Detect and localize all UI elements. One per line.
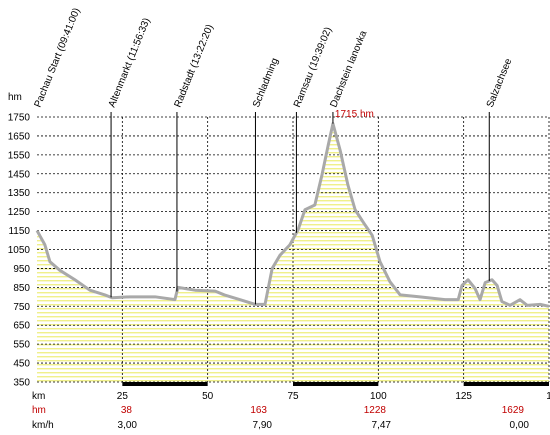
x-tick-label: 100	[370, 391, 387, 402]
peak-label: 1715 hm	[335, 109, 374, 120]
y-tick-label: 850	[13, 283, 30, 294]
climb-label: hm	[32, 405, 46, 416]
y-tick-label: 1550	[8, 150, 31, 161]
waypoint-label: Radstadt (13:22:20)	[173, 23, 216, 109]
x-tick-label: 75	[287, 391, 299, 402]
y-tick-label: 450	[13, 359, 30, 370]
waypoint-label: Dachstein lanovka	[329, 29, 370, 109]
x-tick-label: 1	[546, 391, 550, 402]
x-tick-label: 50	[202, 391, 214, 402]
scale-bar	[293, 382, 379, 386]
waypoint-label: Altenmarkt (11:56:33)	[107, 17, 153, 110]
speed-value: 0,00	[510, 420, 530, 431]
y-unit: hm	[8, 92, 22, 103]
y-tick-label: 350	[13, 378, 30, 389]
y-tick-label: 950	[13, 264, 30, 275]
y-tick-label: 1750	[8, 113, 31, 124]
profile-line	[35, 122, 550, 308]
x-unit: km	[32, 391, 45, 402]
y-tick-label: 1650	[8, 131, 31, 142]
waypoint-label: Salzachsee	[485, 57, 515, 109]
profile-fill	[37, 123, 549, 382]
speed-value: 7,47	[372, 420, 392, 431]
x-tick-label: 125	[455, 391, 472, 402]
climb-value: 163	[250, 405, 267, 416]
y-tick-label: 1350	[8, 188, 31, 199]
climb-value: 38	[121, 405, 133, 416]
waypoint-label: Ramsau (19:39:02)	[292, 26, 334, 109]
waypoint-label: Pachau Start (09:41:00)	[33, 7, 83, 110]
climb-value: 1629	[502, 405, 525, 416]
y-tick-label: 1450	[8, 169, 31, 180]
x-tick-label: 25	[117, 391, 129, 402]
speed-value: 3,00	[118, 420, 138, 431]
y-tick-label: 550	[13, 340, 30, 351]
y-tick-label: 1250	[8, 207, 31, 218]
speed-label: km/h	[32, 420, 54, 431]
y-tick-label: 1150	[8, 226, 30, 237]
waypoint-label: Schladming	[251, 57, 281, 110]
y-tick-label: 1050	[8, 245, 31, 256]
scale-bar	[122, 382, 208, 386]
y-tick-label: 750	[13, 302, 30, 313]
y-tick-label: 650	[13, 321, 30, 332]
speed-value: 7,90	[253, 420, 273, 431]
climb-value: 1228	[364, 405, 387, 416]
scale-bar	[463, 382, 549, 386]
